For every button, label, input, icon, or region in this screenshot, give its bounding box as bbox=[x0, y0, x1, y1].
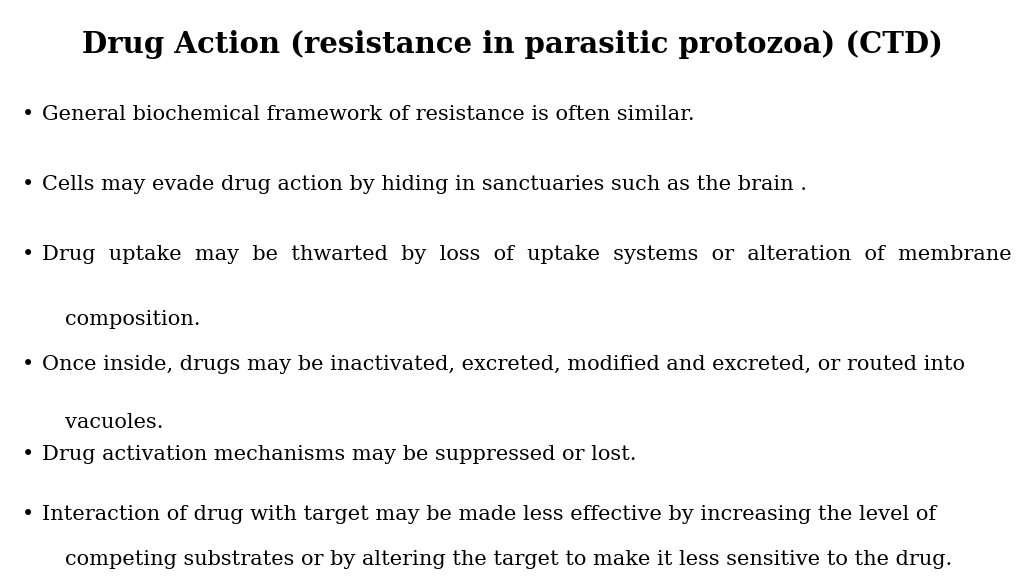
Text: Drug  uptake  may  be  thwarted  by  loss  of  uptake  systems  or  alteration  : Drug uptake may be thwarted by loss of u… bbox=[42, 245, 1012, 264]
Text: Interaction of drug with target may be made less effective by increasing the lev: Interaction of drug with target may be m… bbox=[42, 505, 936, 524]
Text: General biochemical framework of resistance is often similar.: General biochemical framework of resista… bbox=[42, 105, 694, 124]
Text: Once inside, drugs may be inactivated, excreted, modified and excreted, or route: Once inside, drugs may be inactivated, e… bbox=[42, 355, 965, 374]
Text: competing substrates or by altering the target to make it less sensitive to the : competing substrates or by altering the … bbox=[65, 550, 952, 569]
Text: •: • bbox=[22, 245, 34, 264]
Text: •: • bbox=[22, 355, 34, 374]
Text: Cells may evade drug action by hiding in sanctuaries such as the brain .: Cells may evade drug action by hiding in… bbox=[42, 175, 807, 194]
Text: Drug Action (resistance in parasitic protozoa) (CTD): Drug Action (resistance in parasitic pro… bbox=[82, 30, 942, 59]
Text: •: • bbox=[22, 175, 34, 194]
Text: •: • bbox=[22, 445, 34, 464]
Text: •: • bbox=[22, 105, 34, 124]
Text: vacuoles.: vacuoles. bbox=[65, 413, 164, 432]
Text: •: • bbox=[22, 505, 34, 524]
Text: composition.: composition. bbox=[65, 310, 201, 329]
Text: Drug activation mechanisms may be suppressed or lost.: Drug activation mechanisms may be suppre… bbox=[42, 445, 637, 464]
